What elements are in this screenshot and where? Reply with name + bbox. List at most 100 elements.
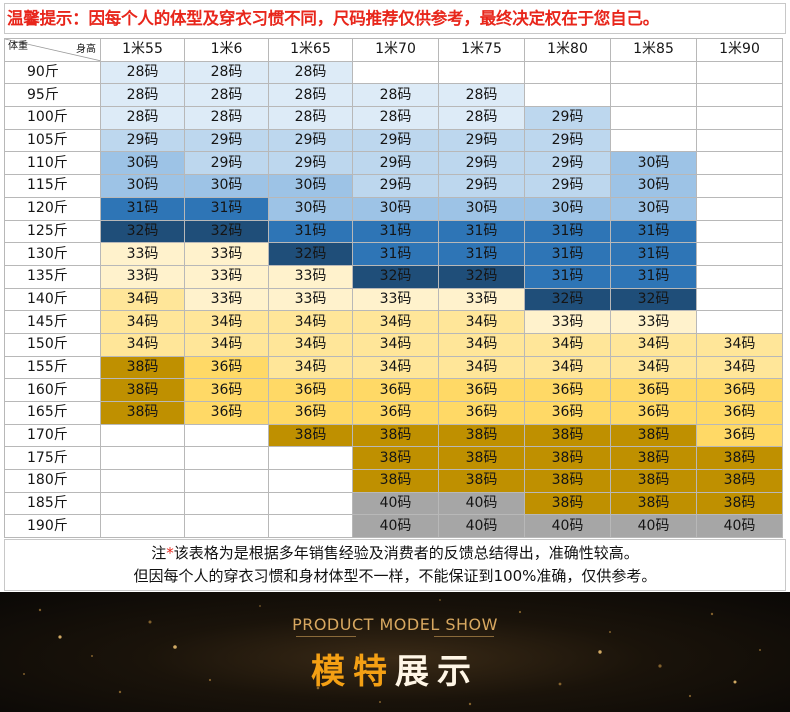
size-cell: 34码: [352, 310, 439, 334]
table-row: 140斤 34码 33码 33码 33码 33码 32码 32码: [4, 287, 783, 312]
size-cell: 36码: [268, 401, 353, 425]
size-cell: 33码: [268, 264, 353, 289]
size-cell: [696, 242, 783, 266]
size-cell: 34码: [438, 332, 525, 357]
weight-cell: 155斤: [4, 355, 101, 380]
size-cell: 34码: [352, 332, 439, 357]
banner-char: 特: [353, 652, 395, 692]
size-cell: 38码: [610, 423, 697, 448]
notice-banner: 温馨提示：因每个人的体型及穿衣习惯不同，尺码推荐仅供参考，最终决定权在于您自己。: [4, 3, 786, 34]
footnote: 注*该表格为是根据多年销售经验及消费者的反馈总结得出，准确性较高。 但因每个人的…: [4, 539, 786, 591]
size-cell: 36码: [184, 355, 269, 380]
table-row: 130斤 33码 33码 32码 31码 31码 31码 31码: [4, 242, 783, 266]
size-cell: 32码: [610, 287, 697, 312]
footnote-text-1: 该表格为是根据多年销售经验及消费者的反馈总结得出，准确性较高。: [173, 544, 639, 562]
table-row: 95斤 28码 28码 28码 28码 28码: [4, 83, 783, 108]
size-cell: [696, 83, 783, 108]
size-cell: 31码: [524, 264, 611, 289]
table-row: 150斤 34码 34码 34码 34码 34码 34码 34码 34码: [4, 332, 783, 357]
size-cell: 29码: [268, 151, 353, 176]
size-cell: [100, 514, 185, 539]
size-cell: 29码: [438, 151, 525, 176]
banner-char: 展: [395, 652, 437, 692]
size-cell: 33码: [184, 242, 269, 266]
table-row: 145斤 34码 34码 34码 34码 34码 33码 33码: [4, 310, 783, 334]
size-cell: [696, 151, 783, 176]
size-cell: 34码: [184, 310, 269, 334]
table-row: 175斤 38码 38码 38码 38码 38码: [4, 446, 783, 471]
size-cell: 38码: [352, 446, 439, 471]
weight-cell: 185斤: [4, 491, 101, 516]
size-cell: [352, 60, 439, 85]
size-cell: 38码: [352, 469, 439, 493]
size-cell: 36码: [184, 401, 269, 425]
size-cell: 31码: [352, 219, 439, 244]
size-cell: 29码: [524, 106, 611, 130]
size-cell: 29码: [438, 174, 525, 198]
size-cell: 38码: [696, 491, 783, 516]
table-row: 190斤 40码 40码 40码 40码 40码: [4, 514, 783, 539]
size-cell: [610, 60, 697, 85]
size-cell: 31码: [610, 219, 697, 244]
size-cell: 32码: [438, 264, 525, 289]
size-cell: 38码: [100, 355, 185, 380]
table-row: 90斤 28码 28码 28码: [4, 60, 783, 85]
size-cell: [696, 264, 783, 289]
size-cell: 33码: [100, 264, 185, 289]
table-row: 180斤 38码 38码 38码 38码 38码: [4, 469, 783, 493]
size-cell: 34码: [268, 310, 353, 334]
size-cell: [100, 469, 185, 493]
size-cell: 32码: [352, 264, 439, 289]
size-cell: 40码: [610, 514, 697, 539]
size-cell: 34码: [268, 332, 353, 357]
size-cell: 33码: [268, 287, 353, 312]
weight-cell: 110斤: [4, 151, 101, 176]
product-model-banner: PRODUCT MODEL SHOW 模特展示: [0, 592, 790, 712]
size-cell: 36码: [184, 378, 269, 402]
size-cell: 36码: [696, 378, 783, 402]
weight-cell: 165斤: [4, 401, 101, 425]
size-cell: 33码: [352, 287, 439, 312]
banner-chinese-title: 模特展示: [0, 644, 790, 693]
size-cell: [184, 514, 269, 539]
size-cell: [524, 60, 611, 85]
height-header: 1米55: [100, 38, 185, 62]
size-cell: 30码: [610, 196, 697, 221]
size-cell: 36码: [696, 423, 783, 448]
size-cell: 34码: [524, 355, 611, 380]
size-cell: 40码: [352, 491, 439, 516]
size-cell: [268, 491, 353, 516]
size-cell: 30码: [610, 174, 697, 198]
size-cell: 36码: [524, 401, 611, 425]
weight-cell: 170斤: [4, 423, 101, 448]
size-cell: 38码: [696, 469, 783, 493]
size-cell: [696, 310, 783, 334]
size-cell: 34码: [438, 355, 525, 380]
size-cell: 30码: [100, 151, 185, 176]
table-row: 185斤 40码 40码 38码 38码 38码: [4, 491, 783, 516]
size-cell: 31码: [438, 242, 525, 266]
size-cell: 29码: [268, 128, 353, 153]
size-cell: 38码: [610, 491, 697, 516]
size-cell: [696, 60, 783, 85]
size-cell: 28码: [100, 106, 185, 130]
size-cell: [184, 446, 269, 471]
corner-header-cell: 体重 身高: [4, 38, 101, 62]
size-cell: 30码: [100, 174, 185, 198]
size-cell: 30码: [352, 196, 439, 221]
footnote-line-1: 注*该表格为是根据多年销售经验及消费者的反馈总结得出，准确性较高。: [5, 542, 785, 565]
size-cell: [184, 491, 269, 516]
size-cell: 30码: [438, 196, 525, 221]
size-cell: [696, 106, 783, 130]
size-cell: 31码: [438, 219, 525, 244]
size-cell: 36码: [610, 378, 697, 402]
size-cell: 29码: [524, 174, 611, 198]
size-cell: 29码: [438, 128, 525, 153]
size-cell: [610, 106, 697, 130]
footnote-line-2: 但因每个人的穿衣习惯和身材体型不一样，不能保证到100%准确，仅供参考。: [133, 567, 657, 585]
size-cell: 32码: [524, 287, 611, 312]
weight-cell: 160斤: [4, 378, 101, 402]
size-cell: 34码: [610, 332, 697, 357]
size-cell: 30码: [268, 174, 353, 198]
